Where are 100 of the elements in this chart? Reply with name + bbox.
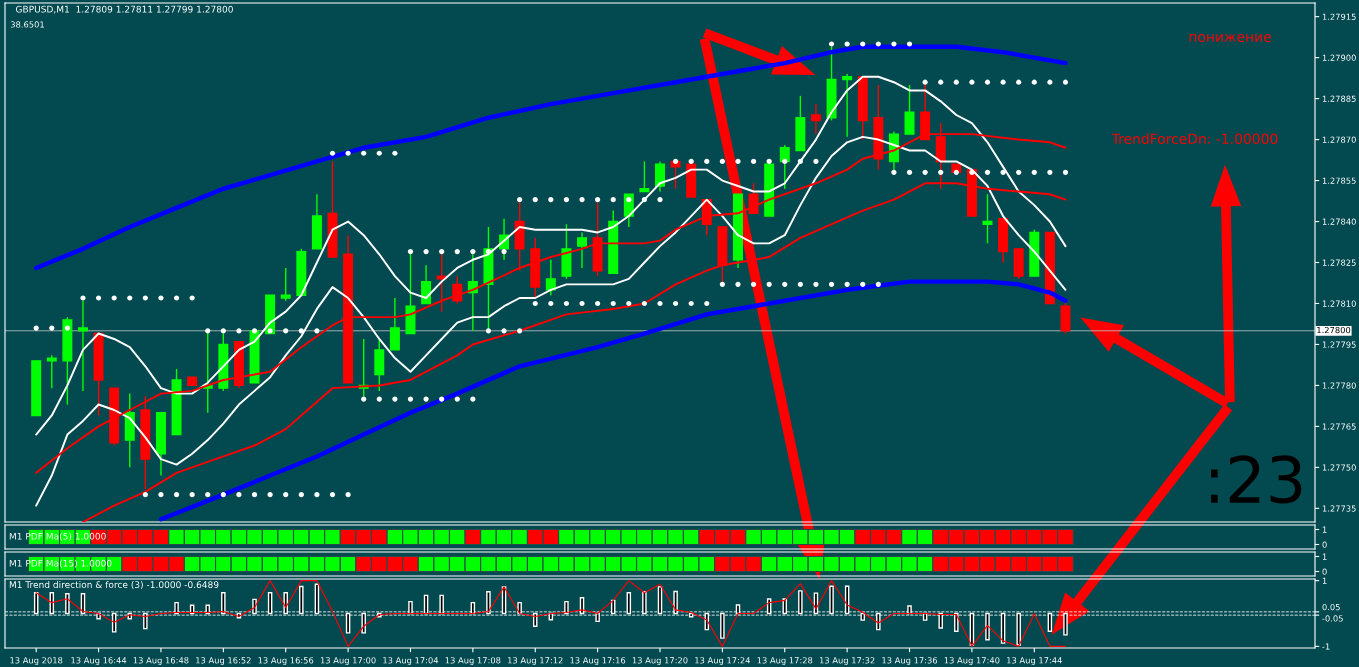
y-tick-label: 1 [1322, 577, 1327, 584]
point [797, 158, 803, 165]
x-tick-label: 13 Aug 17:16 [570, 657, 626, 666]
point [111, 295, 117, 301]
point [1062, 169, 1069, 175]
point [579, 197, 585, 203]
point [1000, 79, 1006, 85]
point [485, 248, 492, 255]
x-tick-label: 13 Aug 17:08 [445, 657, 501, 666]
point [1016, 169, 1022, 175]
y-tick-label: 1.27855 [1322, 177, 1356, 184]
annotation: :23 [1211, 455, 1302, 504]
point [969, 79, 975, 85]
x-tick-label: 13 Aug 16:44 [71, 657, 127, 666]
point [501, 248, 507, 255]
point [283, 328, 289, 334]
point [860, 281, 866, 287]
point [470, 248, 476, 255]
point [127, 295, 133, 301]
point [1031, 79, 1037, 85]
point [439, 396, 445, 402]
x-tick-label: 13 Aug 17:44 [1007, 657, 1062, 666]
y-tick-label: 1.27840 [1322, 218, 1356, 225]
point [922, 169, 928, 175]
point [719, 158, 725, 165]
point [563, 197, 570, 203]
point [548, 300, 554, 307]
point [626, 197, 632, 203]
point [220, 492, 226, 498]
y-tick-label: 0 [1322, 568, 1327, 575]
point [750, 158, 757, 165]
line-series [158, 279, 1068, 522]
point [688, 158, 694, 165]
y-tick-label: -0.05 [1322, 615, 1343, 622]
point [501, 328, 507, 334]
point [470, 396, 476, 402]
x-tick-label: 13 Aug 16:52 [196, 657, 251, 666]
point [813, 281, 819, 287]
point [454, 248, 460, 255]
candlestick [389, 297, 400, 351]
candlestick [639, 160, 650, 193]
point [844, 281, 850, 287]
y-tick-label: 1.27870 [1322, 136, 1356, 143]
point [844, 41, 850, 47]
point [579, 300, 585, 307]
point [267, 328, 273, 334]
y-tick-label: 1.27780 [1322, 382, 1356, 389]
point [719, 281, 725, 287]
point [220, 328, 226, 334]
point [283, 492, 289, 498]
point [376, 396, 382, 402]
x-tick-label: 13 Aug 17:04 [383, 657, 439, 666]
point [298, 328, 304, 334]
point [766, 158, 772, 165]
point [314, 492, 320, 498]
point [828, 281, 835, 287]
point [173, 492, 180, 498]
point [439, 248, 445, 255]
point [891, 169, 897, 175]
point [205, 492, 211, 498]
point [750, 281, 757, 287]
chart-title: GBPUSD,M1 1.27809 1.27811 1.27799 1.27800 [15, 5, 233, 14]
point [236, 328, 242, 334]
point [938, 169, 944, 175]
point [407, 248, 414, 255]
point [454, 396, 460, 402]
y-tick-label: 1.27750 [1322, 464, 1356, 471]
point [423, 396, 429, 402]
y-tick-label: 1 [1322, 553, 1327, 560]
point [1031, 169, 1037, 175]
point [407, 396, 414, 402]
point [361, 396, 367, 402]
point [95, 295, 102, 301]
candlestick [982, 193, 993, 245]
point [267, 492, 273, 498]
candlestick [280, 267, 291, 302]
annotation: TrendForceDn: -1.00000 [1111, 133, 1278, 145]
point [1000, 169, 1006, 175]
point [329, 492, 336, 498]
candlestick [577, 231, 588, 269]
point [251, 328, 258, 334]
point [314, 328, 320, 334]
point [922, 79, 928, 85]
point [80, 295, 86, 301]
point [33, 325, 39, 331]
point [704, 300, 710, 307]
point [673, 300, 679, 307]
point [938, 79, 944, 85]
point [984, 169, 991, 175]
point [1047, 79, 1053, 85]
point [766, 281, 772, 287]
point [906, 41, 913, 47]
y-tick-label: -1 [1322, 643, 1330, 650]
point [610, 300, 616, 307]
point [423, 248, 429, 255]
point [735, 158, 741, 165]
point [392, 150, 398, 156]
y-tick-label: 1.27900 [1322, 54, 1356, 61]
point [392, 396, 398, 402]
point [236, 492, 242, 498]
